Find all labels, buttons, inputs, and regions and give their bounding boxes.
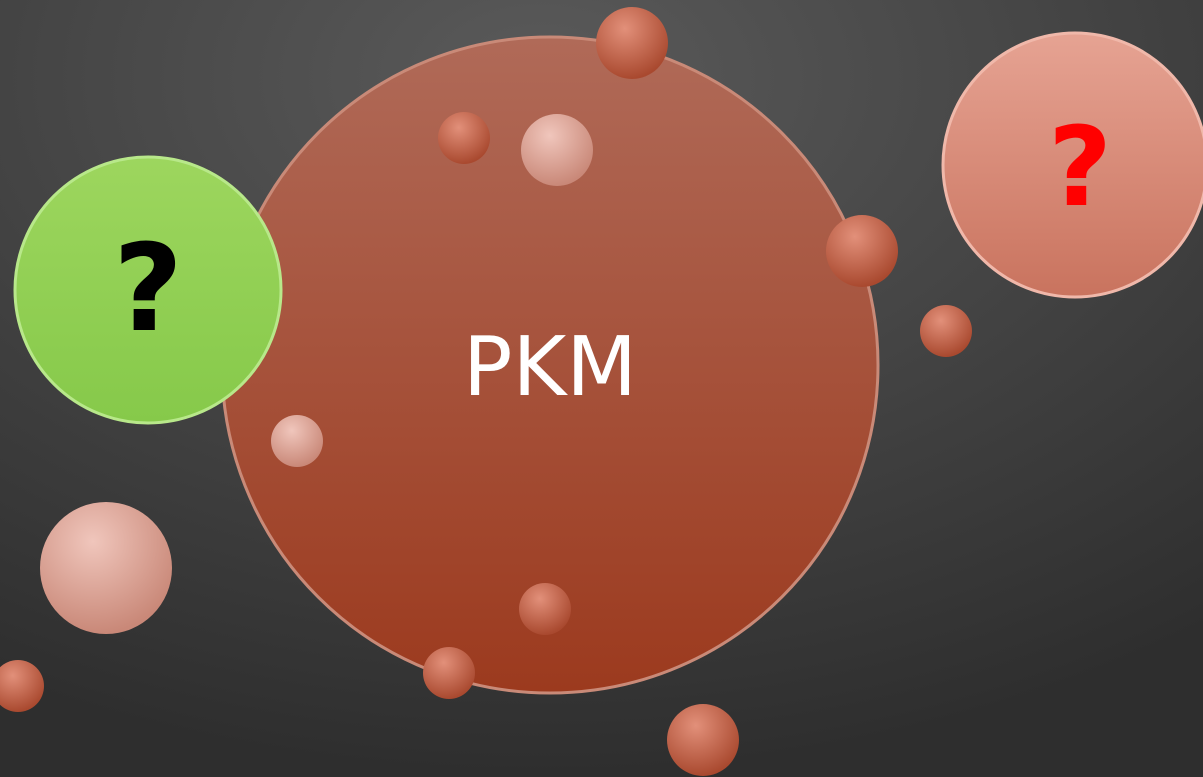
left-label: ? [113,220,183,359]
decor-bubbles [0,7,972,776]
right-label: ? [1048,103,1112,231]
bubble [271,415,323,467]
bubble [0,660,44,712]
bubble [920,305,972,357]
bubble [826,215,898,287]
left-bubble [13,155,283,425]
center-label: PKM [463,320,637,415]
bubble [438,112,490,164]
right-bubble [941,31,1203,299]
bubble [667,704,739,776]
bubble [519,583,571,635]
bubble [40,502,172,634]
bubble [521,114,593,186]
bubble [596,7,668,79]
bubble [423,647,475,699]
